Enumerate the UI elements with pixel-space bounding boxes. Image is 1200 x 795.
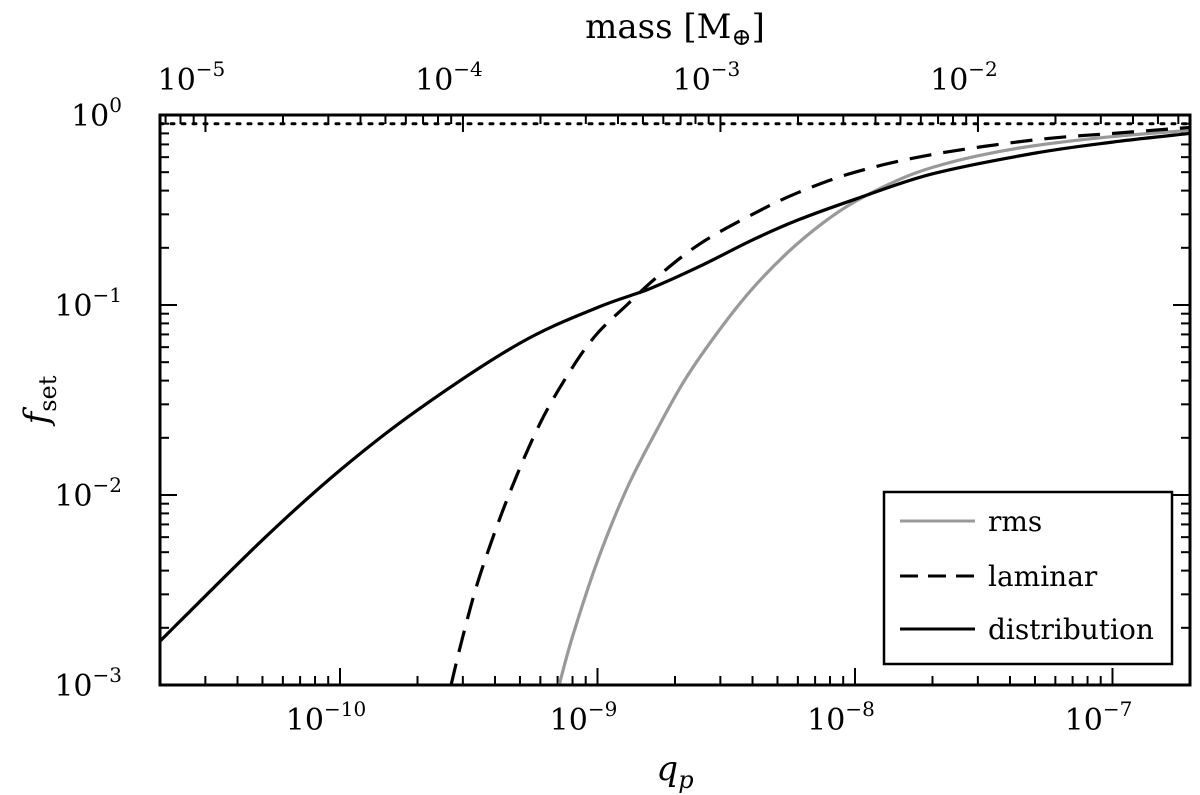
- legend-rms-label: rms: [988, 505, 1042, 538]
- legend: rms laminar distribution: [882, 490, 1174, 666]
- series-laminar-line: [449, 125, 1190, 685]
- y-tick-label: 100: [71, 93, 122, 134]
- top-x-axis-label: mass [M⊕]: [585, 7, 765, 51]
- top-tick-label: 10−3: [673, 57, 741, 98]
- top-tick-label: 10−5: [158, 57, 226, 98]
- series-distribution-line: [160, 131, 1190, 643]
- legend-laminar-label: laminar: [988, 560, 1098, 593]
- top-tick-label: 10−4: [415, 57, 483, 98]
- tick-labels: 10−10 10−9 10−8 10−7 10−3 10−2 10−1 100 10−5 10−4…: [54, 57, 1132, 738]
- y-tick-label: 10−3: [54, 663, 122, 704]
- x-tick-label: 10−9: [550, 697, 618, 738]
- y-tick-label: 10−1: [54, 283, 122, 324]
- curves: [160, 122, 1190, 685]
- y-tick-label: 10−2: [54, 473, 122, 514]
- y-axis-label: fset: [17, 375, 62, 427]
- x-tick-label: 10−8: [807, 697, 875, 738]
- top-tick-label: 10−2: [930, 57, 998, 98]
- legend-distribution-label: distribution: [988, 613, 1154, 646]
- x-axis-label: qp: [656, 749, 693, 794]
- x-tick-label: 10−7: [1065, 697, 1133, 738]
- x-tick-label: 10−10: [286, 697, 366, 738]
- series-rms-line: [557, 128, 1190, 685]
- plot-frame: [158, 113, 1192, 687]
